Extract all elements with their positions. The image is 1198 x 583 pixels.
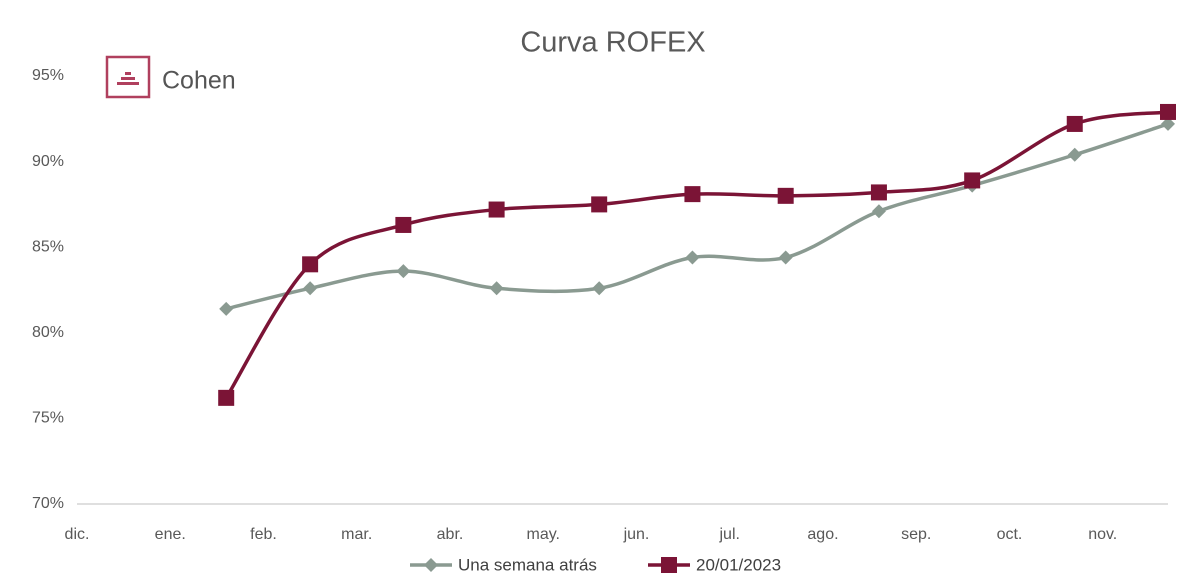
series-line bbox=[224, 110, 1169, 399]
x-tick-label: ene. bbox=[155, 526, 186, 543]
x-tick-label: sep. bbox=[901, 526, 931, 543]
data-point bbox=[777, 187, 794, 204]
data-point bbox=[488, 201, 505, 218]
data-point bbox=[489, 281, 504, 296]
data-point bbox=[303, 281, 318, 296]
logo-text: Cohen bbox=[162, 67, 236, 95]
data-point bbox=[1067, 147, 1082, 162]
data-point bbox=[964, 172, 981, 189]
data-point bbox=[1066, 115, 1083, 132]
y-tick-label: 85% bbox=[32, 238, 64, 255]
data-point bbox=[871, 204, 886, 219]
x-tick-label: nov. bbox=[1088, 526, 1117, 543]
data-point bbox=[1160, 103, 1176, 120]
logo-frame bbox=[105, 55, 151, 99]
data-point bbox=[395, 216, 412, 233]
y-tick-label: 70% bbox=[32, 495, 64, 512]
data-point bbox=[778, 250, 793, 265]
y-tick-label: 95% bbox=[32, 67, 64, 84]
x-tick-label: mar. bbox=[341, 526, 372, 543]
data-point bbox=[218, 389, 235, 406]
data-point bbox=[302, 256, 319, 273]
y-tick-label: 80% bbox=[32, 324, 64, 341]
legend-label: 20/01/2023 bbox=[696, 555, 781, 574]
x-tick-label: oct. bbox=[997, 526, 1023, 543]
logo-step bbox=[117, 82, 139, 85]
chart-title: Curva ROFEX bbox=[520, 27, 705, 59]
data-point bbox=[685, 250, 700, 265]
legend-marker bbox=[661, 557, 677, 573]
x-tick-label: ago. bbox=[807, 526, 838, 543]
logo-step bbox=[121, 77, 135, 80]
data-point bbox=[870, 184, 887, 201]
data-point bbox=[684, 186, 701, 203]
logo-step bbox=[125, 72, 131, 75]
legend-marker bbox=[424, 558, 438, 572]
x-tick-label: abr. bbox=[437, 526, 464, 543]
x-tick-label: may. bbox=[526, 526, 559, 543]
data-point bbox=[591, 196, 608, 213]
x-tick-label: dic. bbox=[65, 526, 90, 543]
data-point bbox=[219, 301, 234, 316]
y-tick-label: 90% bbox=[32, 153, 64, 170]
x-tick-label: jul. bbox=[719, 526, 740, 543]
x-tick-label: jun. bbox=[623, 526, 650, 543]
data-point bbox=[1161, 116, 1175, 131]
data-point bbox=[592, 281, 607, 296]
data-point bbox=[396, 264, 411, 279]
legend-label: Una semana atrás bbox=[458, 555, 597, 574]
y-tick-label: 75% bbox=[32, 410, 64, 427]
logo: Cohen bbox=[105, 55, 236, 99]
x-tick-label: feb. bbox=[250, 526, 277, 543]
